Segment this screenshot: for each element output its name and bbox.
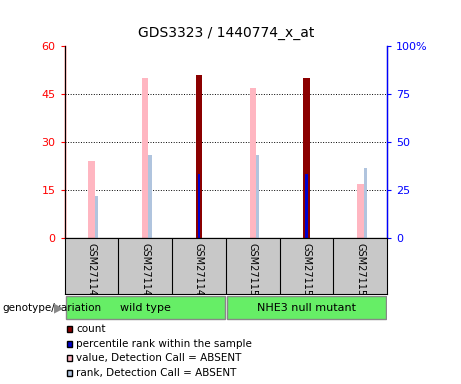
Text: GDS3323 / 1440774_x_at: GDS3323 / 1440774_x_at: [138, 26, 314, 40]
Bar: [148, 155, 152, 238]
Text: wild type: wild type: [120, 303, 171, 313]
Text: GSM271150: GSM271150: [248, 243, 258, 302]
Text: GSM271147: GSM271147: [86, 243, 96, 302]
Text: GSM271151: GSM271151: [301, 243, 312, 302]
Bar: [249, 88, 256, 238]
Bar: [357, 184, 364, 238]
Bar: [196, 75, 202, 238]
FancyBboxPatch shape: [65, 296, 225, 319]
FancyBboxPatch shape: [227, 296, 386, 319]
Bar: [95, 197, 98, 238]
Text: ▶: ▶: [54, 301, 64, 314]
Bar: [306, 174, 307, 238]
Text: genotype/variation: genotype/variation: [2, 303, 101, 313]
Text: NHE3 null mutant: NHE3 null mutant: [257, 303, 356, 313]
Bar: [198, 174, 200, 238]
Text: GSM271148: GSM271148: [140, 243, 150, 302]
Text: rank, Detection Call = ABSENT: rank, Detection Call = ABSENT: [76, 368, 236, 378]
Bar: [256, 155, 259, 238]
Text: GSM271149: GSM271149: [194, 243, 204, 302]
Bar: [364, 168, 367, 238]
Bar: [88, 161, 95, 238]
Text: percentile rank within the sample: percentile rank within the sample: [76, 339, 252, 349]
Bar: [303, 78, 310, 238]
Text: count: count: [76, 324, 106, 334]
Bar: [142, 78, 148, 238]
Text: value, Detection Call = ABSENT: value, Detection Call = ABSENT: [76, 353, 242, 363]
Text: GSM271152: GSM271152: [355, 243, 366, 302]
